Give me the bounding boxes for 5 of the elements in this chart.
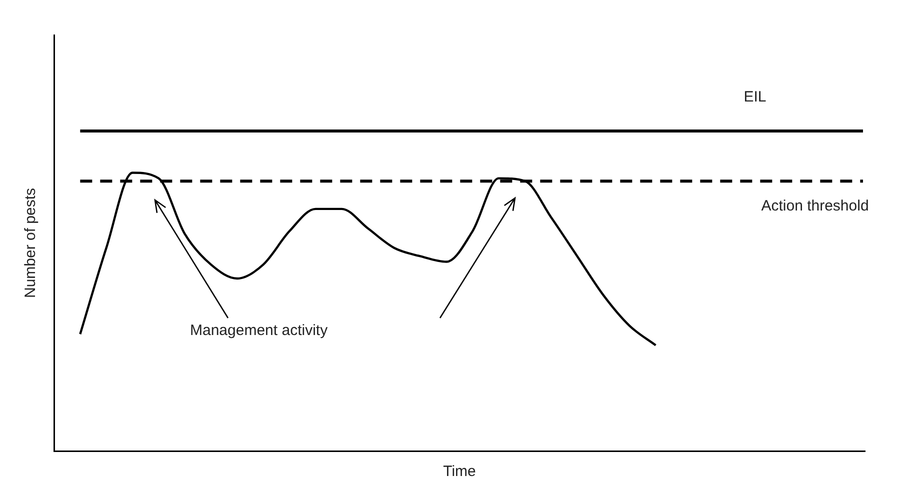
x-axis-title: Time: [443, 463, 476, 480]
ref-line-label: Action threshold: [761, 198, 869, 215]
annotation: Management activity: [190, 322, 328, 339]
y-axis-title: Number of pests: [22, 188, 40, 298]
ref-line-label: EIL: [744, 88, 766, 106]
